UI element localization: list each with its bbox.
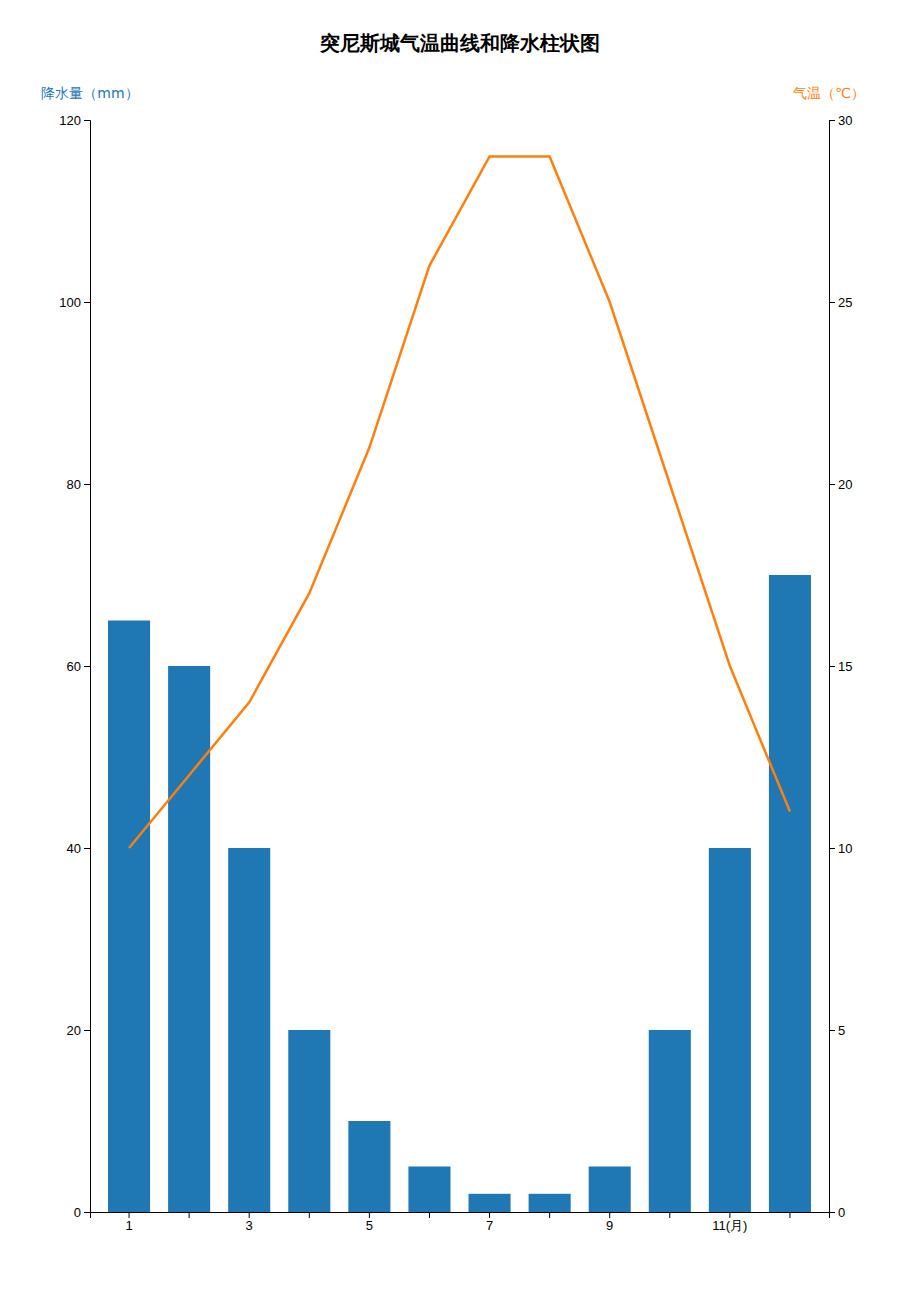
y2-tick: 15 <box>829 659 852 674</box>
y-tick-mark <box>84 484 90 485</box>
x-tick-mark <box>249 1212 250 1218</box>
bar <box>348 1121 390 1212</box>
y-axis: 0 20 40 60 80 100 120 <box>59 113 90 1220</box>
y2-tick: 10 <box>829 841 852 856</box>
y2-tick: 20 <box>829 477 852 492</box>
x-tick <box>789 1212 790 1218</box>
x-tick <box>189 1212 190 1218</box>
y-tick-mark <box>84 666 90 667</box>
x-tick-mark <box>489 1212 490 1218</box>
y2-tick: 0 <box>829 1205 845 1220</box>
y2-tick: 5 <box>829 1023 845 1038</box>
x-tick-label: 5 <box>366 1218 373 1233</box>
axis-line <box>830 121 836 1213</box>
x-tick-mark <box>789 1212 790 1218</box>
axis-line <box>91 1213 830 1219</box>
y-tick: 80 <box>67 477 90 492</box>
y2-tick-label: 30 <box>838 113 852 128</box>
marks <box>108 156 811 1212</box>
line <box>129 156 790 848</box>
y-tick-label: 60 <box>67 659 81 674</box>
chart: 1 3 5 7 9 11(月) 0 20 40 60 80 100 120 0 5 10 15 20 25 30 突尼斯… <box>0 0 919 1302</box>
x-tick: 9 <box>606 1212 613 1233</box>
x-tick-mark <box>729 1212 730 1218</box>
bar <box>469 1194 511 1212</box>
bar <box>408 1167 450 1213</box>
y-tick: 100 <box>59 295 90 310</box>
bar <box>168 666 210 1212</box>
y2-tick-mark <box>829 484 835 485</box>
y2-tick-mark <box>829 666 835 667</box>
x-tick <box>549 1212 550 1218</box>
bar <box>589 1167 631 1213</box>
y-tick-label: 100 <box>59 295 81 310</box>
y2-tick-label: 5 <box>838 1023 845 1038</box>
y2-tick-mark <box>829 848 835 849</box>
x-tick: 5 <box>366 1212 373 1233</box>
x-tick-label: 1 <box>125 1218 132 1233</box>
y2-tick-label: 0 <box>838 1205 845 1220</box>
y2-axis-label: 气温（℃） <box>793 85 865 101</box>
x-tick <box>429 1212 430 1218</box>
y-axis-label: 降水量（mm） <box>41 85 138 101</box>
bar <box>228 848 270 1212</box>
y-tick-mark <box>84 1030 90 1031</box>
y2-tick-label: 20 <box>838 477 852 492</box>
y-tick-label: 120 <box>59 113 81 128</box>
x-tick-mark <box>309 1212 310 1218</box>
x-tick-mark <box>369 1212 370 1218</box>
y-tick-mark <box>84 120 90 121</box>
x-tick-mark <box>669 1212 670 1218</box>
y2-tick-mark <box>829 1212 835 1213</box>
axis-line <box>84 121 91 1213</box>
y-tick: 0 <box>74 1205 90 1220</box>
y-tick-label: 80 <box>67 477 81 492</box>
y2-tick-label: 25 <box>838 295 852 310</box>
title: 突尼斯城气温曲线和降水柱状图 <box>319 31 600 55</box>
bar <box>649 1030 691 1212</box>
x-tick-label: 11(月) <box>712 1218 747 1233</box>
y-tick: 60 <box>67 659 90 674</box>
bar <box>108 621 150 1213</box>
bar <box>769 575 811 1212</box>
x-tick-label: 7 <box>486 1218 493 1233</box>
x-tick-mark <box>429 1212 430 1218</box>
x-tick: 11(月) <box>712 1212 747 1233</box>
y-tick: 20 <box>67 1023 90 1038</box>
x-tick <box>309 1212 310 1218</box>
y-tick-mark <box>84 1212 90 1213</box>
y2-axis: 0 5 10 15 20 25 30 <box>829 113 852 1220</box>
x-tick: 7 <box>486 1212 493 1233</box>
y2-tick: 25 <box>829 295 852 310</box>
y-tick-mark <box>84 302 90 303</box>
y2-tick-label: 10 <box>838 841 852 856</box>
y-tick: 120 <box>59 113 90 128</box>
x-tick-mark <box>609 1212 610 1218</box>
y-tick-label: 0 <box>74 1205 81 1220</box>
x-tick: 1 <box>125 1212 132 1233</box>
plot: 1 3 5 7 9 11(月) 0 20 40 60 80 100 120 0 5 10 15 20 25 30 <box>59 113 852 1234</box>
y2-tick-mark <box>829 1030 835 1031</box>
x-axis: 1 3 5 7 9 11(月) <box>91 1212 830 1233</box>
x-tick-label: 3 <box>246 1218 253 1233</box>
y2-tick: 30 <box>829 113 852 128</box>
y-tick: 40 <box>67 841 90 856</box>
y2-tick-mark <box>829 302 835 303</box>
y-tick-mark <box>84 848 90 849</box>
bar <box>288 1030 330 1212</box>
y-tick-label: 20 <box>67 1023 81 1038</box>
x-tick-mark <box>189 1212 190 1218</box>
bar-series <box>108 575 811 1212</box>
x-tick: 3 <box>246 1212 253 1233</box>
y2-tick-label: 15 <box>838 659 852 674</box>
x-tick-mark <box>549 1212 550 1218</box>
y-tick-label: 40 <box>67 841 81 856</box>
y2-tick-mark <box>829 120 835 121</box>
x-tick <box>669 1212 670 1218</box>
bar <box>709 848 751 1212</box>
x-tick-mark <box>129 1212 130 1218</box>
x-tick-label: 9 <box>606 1218 613 1233</box>
bar <box>529 1194 571 1212</box>
